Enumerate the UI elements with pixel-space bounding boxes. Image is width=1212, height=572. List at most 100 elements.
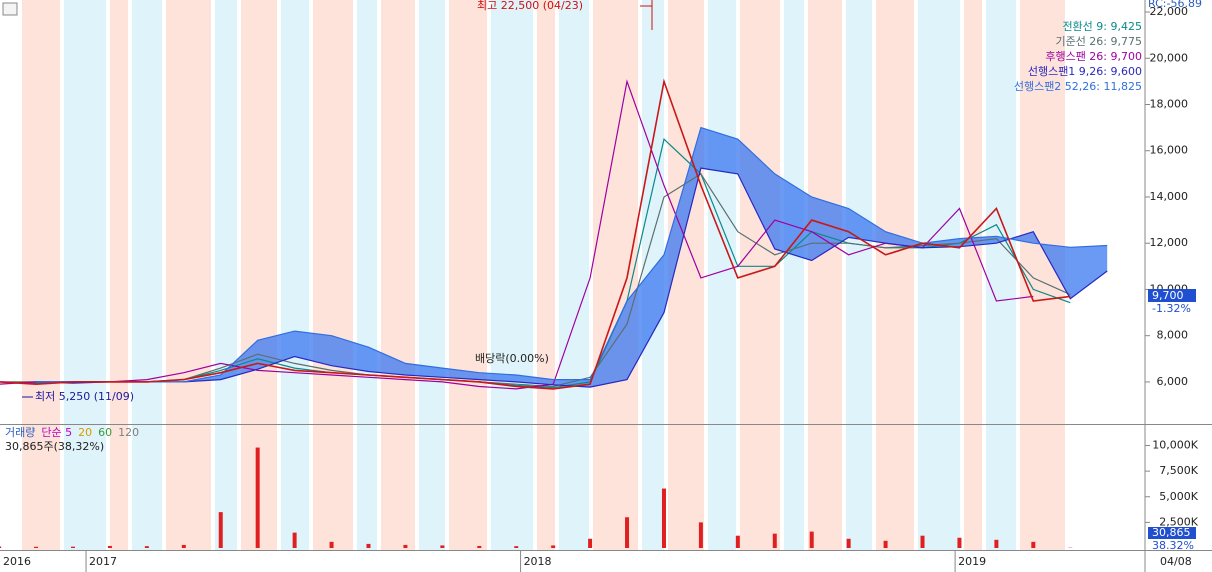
- background-band: [559, 0, 589, 550]
- last-price-label: 9,700: [1152, 289, 1184, 302]
- volume-bar: [698, 522, 703, 548]
- volume-bar: [329, 541, 334, 548]
- high-label: 최고 22,500 (04/23): [477, 0, 583, 12]
- volume-bar: [994, 539, 999, 548]
- x-end-label: 04/08: [1160, 555, 1192, 568]
- volume-bar: [71, 546, 76, 548]
- legend-entry: 선행스팬1 9,26: 9,600: [1028, 65, 1142, 78]
- y-tick-label: 5,000K: [1159, 490, 1198, 503]
- background-band: [918, 0, 960, 550]
- background-band: [708, 0, 736, 550]
- volume-bar: [920, 535, 925, 548]
- legend-entry: 기준선 26: 9,775: [1055, 35, 1142, 48]
- last-volume-box: [1148, 527, 1196, 539]
- background-band: [846, 0, 872, 550]
- volume-bar: [514, 546, 519, 548]
- background-band: [357, 0, 377, 550]
- volume-bar: [181, 544, 186, 548]
- y-tick-label: 20,000: [1150, 51, 1189, 64]
- volume-legend-entry: 60: [98, 426, 112, 439]
- y-tick-label: 14,000: [1150, 190, 1189, 203]
- volume-bar: [0, 546, 2, 548]
- background-band: [381, 0, 415, 550]
- x-tick-label: 2018: [524, 555, 552, 568]
- volume-bar: [292, 532, 297, 548]
- y-tick-label: 16,000: [1150, 144, 1189, 157]
- volume-bar: [403, 544, 408, 548]
- background-band: [986, 0, 1016, 550]
- y-tick-label: 7,500K: [1159, 464, 1198, 477]
- background-band: [22, 0, 60, 550]
- background-band: [281, 0, 309, 550]
- volume-bar: [440, 545, 445, 548]
- volume-bar: [255, 447, 260, 548]
- corner-label: RC:-56.89: [1148, 0, 1202, 10]
- background-band: [876, 0, 914, 550]
- volume-bar: [1031, 541, 1036, 548]
- volume-bar: [735, 535, 740, 548]
- background-band: [593, 0, 638, 550]
- background-band: [419, 0, 445, 550]
- plot: 6,0008,00010,00012,00014,00016,00018,000…: [0, 5, 1199, 572]
- background-band: [964, 0, 982, 550]
- y-tick-label: 6,000: [1157, 375, 1189, 388]
- volume-bar: [883, 540, 888, 548]
- x-tick-label: 2017: [89, 555, 117, 568]
- y-tick-label: 12,000: [1150, 236, 1189, 249]
- y-tick-label: 10,000K: [1152, 439, 1198, 452]
- volume-bar: [477, 545, 482, 548]
- volume-bar: [366, 543, 371, 548]
- last-price-box: [1148, 289, 1196, 302]
- x-start-label: 2016: [3, 555, 31, 568]
- event-label: 배당락(0.00%): [475, 352, 549, 365]
- menu-icon[interactable]: [2, 2, 18, 16]
- background-band: [64, 0, 106, 550]
- indicator-line: [36, 126, 1108, 383]
- volume-bar: [551, 545, 556, 548]
- legend-entry: 선행스팬2 52,26: 11,825: [1014, 80, 1142, 93]
- price-line: [0, 78, 1071, 390]
- legend-entry: 후행스팬 26: 9,700: [1045, 50, 1142, 63]
- right-axis-bg: [1145, 0, 1212, 572]
- change-label: -1.32%: [1152, 302, 1191, 315]
- volume-label: 30,865주(38,32%): [5, 440, 104, 453]
- background-band: [110, 0, 128, 550]
- last-volume-label: 30,865: [1152, 526, 1191, 539]
- background-band: [215, 0, 237, 550]
- volume-legend-entry: 20: [78, 426, 92, 439]
- volume-bar: [661, 488, 666, 548]
- volume-legend-entry: 120: [118, 426, 139, 439]
- indicator-line: [0, 79, 1034, 390]
- volume-bar: [772, 533, 777, 548]
- volume-bar: [218, 512, 223, 548]
- background-bands: [22, 0, 1065, 550]
- ratio-label: 38.32%: [1152, 539, 1194, 552]
- volume-bar: [809, 531, 814, 548]
- volume-bar: [625, 517, 630, 548]
- low-label: 최저 5,250 (11/09): [35, 390, 134, 403]
- volume-bar: [588, 538, 593, 548]
- volume-bar: [144, 546, 149, 548]
- background-band: [132, 0, 162, 550]
- y-tick-label: 2,500K: [1159, 515, 1198, 528]
- volume-bar: [957, 537, 962, 548]
- volume-legend-entry: 단순 5: [41, 426, 72, 439]
- volume-bar: [846, 538, 851, 548]
- background-band: [166, 0, 211, 550]
- y-tick-label: 22,000: [1150, 5, 1189, 18]
- background-band: [313, 0, 353, 550]
- background-band: [808, 0, 842, 550]
- y-tick-label: 18,000: [1150, 97, 1189, 110]
- x-tick-label: 2019: [958, 555, 986, 568]
- volume-bar: [34, 546, 39, 548]
- y-tick-label: 8,000: [1157, 329, 1189, 342]
- legend-entry: 전환선 9: 9,425: [1062, 20, 1142, 33]
- volume-bar: [107, 545, 112, 548]
- background-band: [784, 0, 804, 550]
- volume-legend-entry: 거래량: [5, 426, 35, 439]
- background-band: [449, 0, 487, 550]
- background-band: [537, 0, 555, 550]
- background-band: [491, 0, 533, 550]
